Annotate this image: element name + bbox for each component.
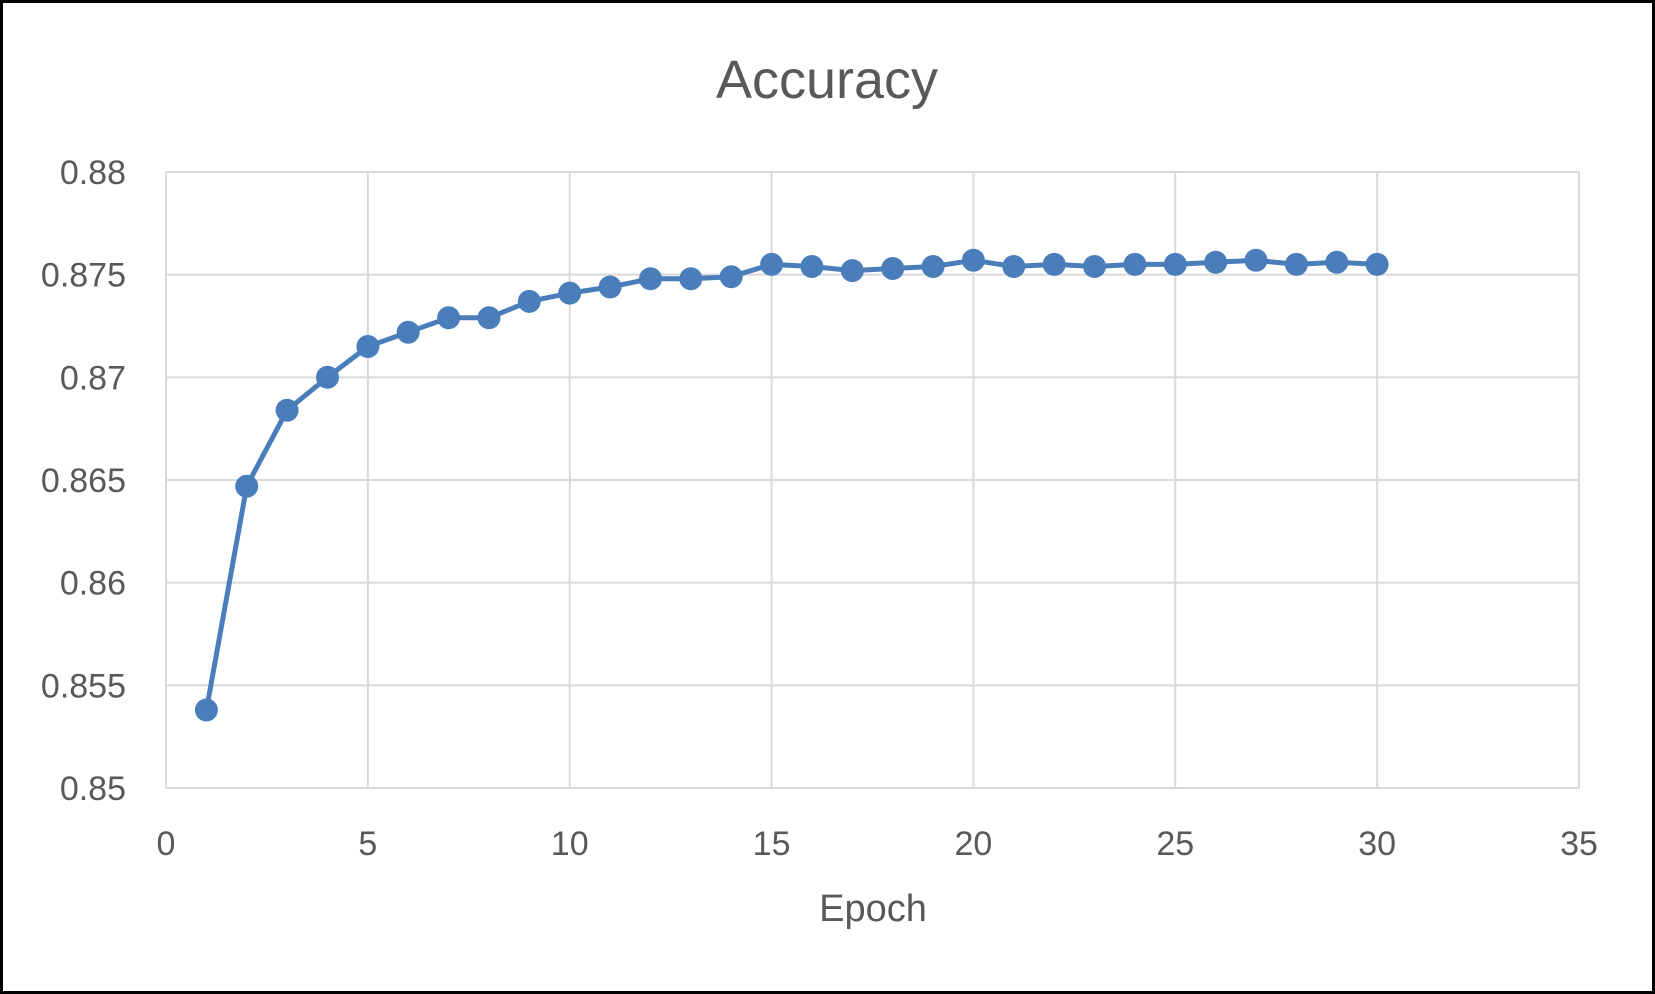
data-point	[1123, 252, 1147, 276]
data-point	[679, 267, 703, 291]
data-point	[316, 365, 339, 389]
x-axis-title: Epoch	[819, 888, 927, 930]
data-point	[437, 306, 461, 330]
data-point	[235, 474, 259, 498]
data-point	[961, 248, 985, 272]
x-tick-label: 15	[753, 825, 791, 863]
data-point	[1365, 252, 1389, 276]
data-point	[1042, 252, 1066, 276]
x-tick-label: 0	[157, 825, 176, 863]
data-point	[921, 255, 945, 278]
x-tick-label: 5	[358, 825, 377, 863]
data-point	[1083, 255, 1106, 278]
data-point	[517, 289, 541, 313]
x-tick-label: 35	[1560, 825, 1598, 863]
series-layer	[194, 248, 1389, 722]
data-point	[881, 257, 905, 280]
x-tick-label: 10	[551, 825, 589, 863]
y-tick-label: 0.875	[41, 257, 126, 295]
data-point	[275, 398, 299, 422]
data-point	[639, 267, 662, 291]
data-point	[800, 255, 824, 278]
x-tick-label: 20	[955, 825, 993, 863]
x-tick-label: 30	[1358, 825, 1396, 863]
x-tick-labels: 0 5 10 15 20 25 30 35	[157, 825, 1598, 863]
data-point	[840, 259, 864, 283]
data-point	[477, 306, 501, 330]
chart-svg: Accuracy 0.85 0.855 0.86 0.865 0.87 0.875 0.88…	[41, 50, 1598, 930]
y-tick-label: 0.87	[60, 359, 126, 397]
data-point	[356, 335, 380, 358]
y-tick-label: 0.865	[41, 462, 126, 500]
y-tick-label: 0.855	[41, 667, 126, 705]
data-point	[1002, 255, 1026, 278]
chart-title: Accuracy	[716, 50, 938, 110]
data-point	[719, 265, 743, 289]
y-tick-label: 0.86	[60, 565, 126, 603]
data-point	[598, 275, 622, 299]
data-point	[396, 320, 420, 344]
data-point	[760, 252, 784, 276]
data-point	[194, 698, 218, 722]
x-tick-label: 25	[1156, 825, 1194, 863]
data-point	[1325, 250, 1349, 274]
data-point	[1284, 252, 1308, 276]
data-point	[1163, 252, 1187, 276]
data-point	[1204, 250, 1228, 274]
data-point	[558, 281, 582, 305]
series-line	[203, 257, 1380, 713]
y-tick-label: 0.88	[60, 154, 126, 192]
y-tick-labels: 0.85 0.855 0.86 0.865 0.87 0.875 0.88	[41, 154, 126, 808]
y-tick-label: 0.85	[60, 770, 126, 808]
data-point	[1244, 248, 1268, 272]
